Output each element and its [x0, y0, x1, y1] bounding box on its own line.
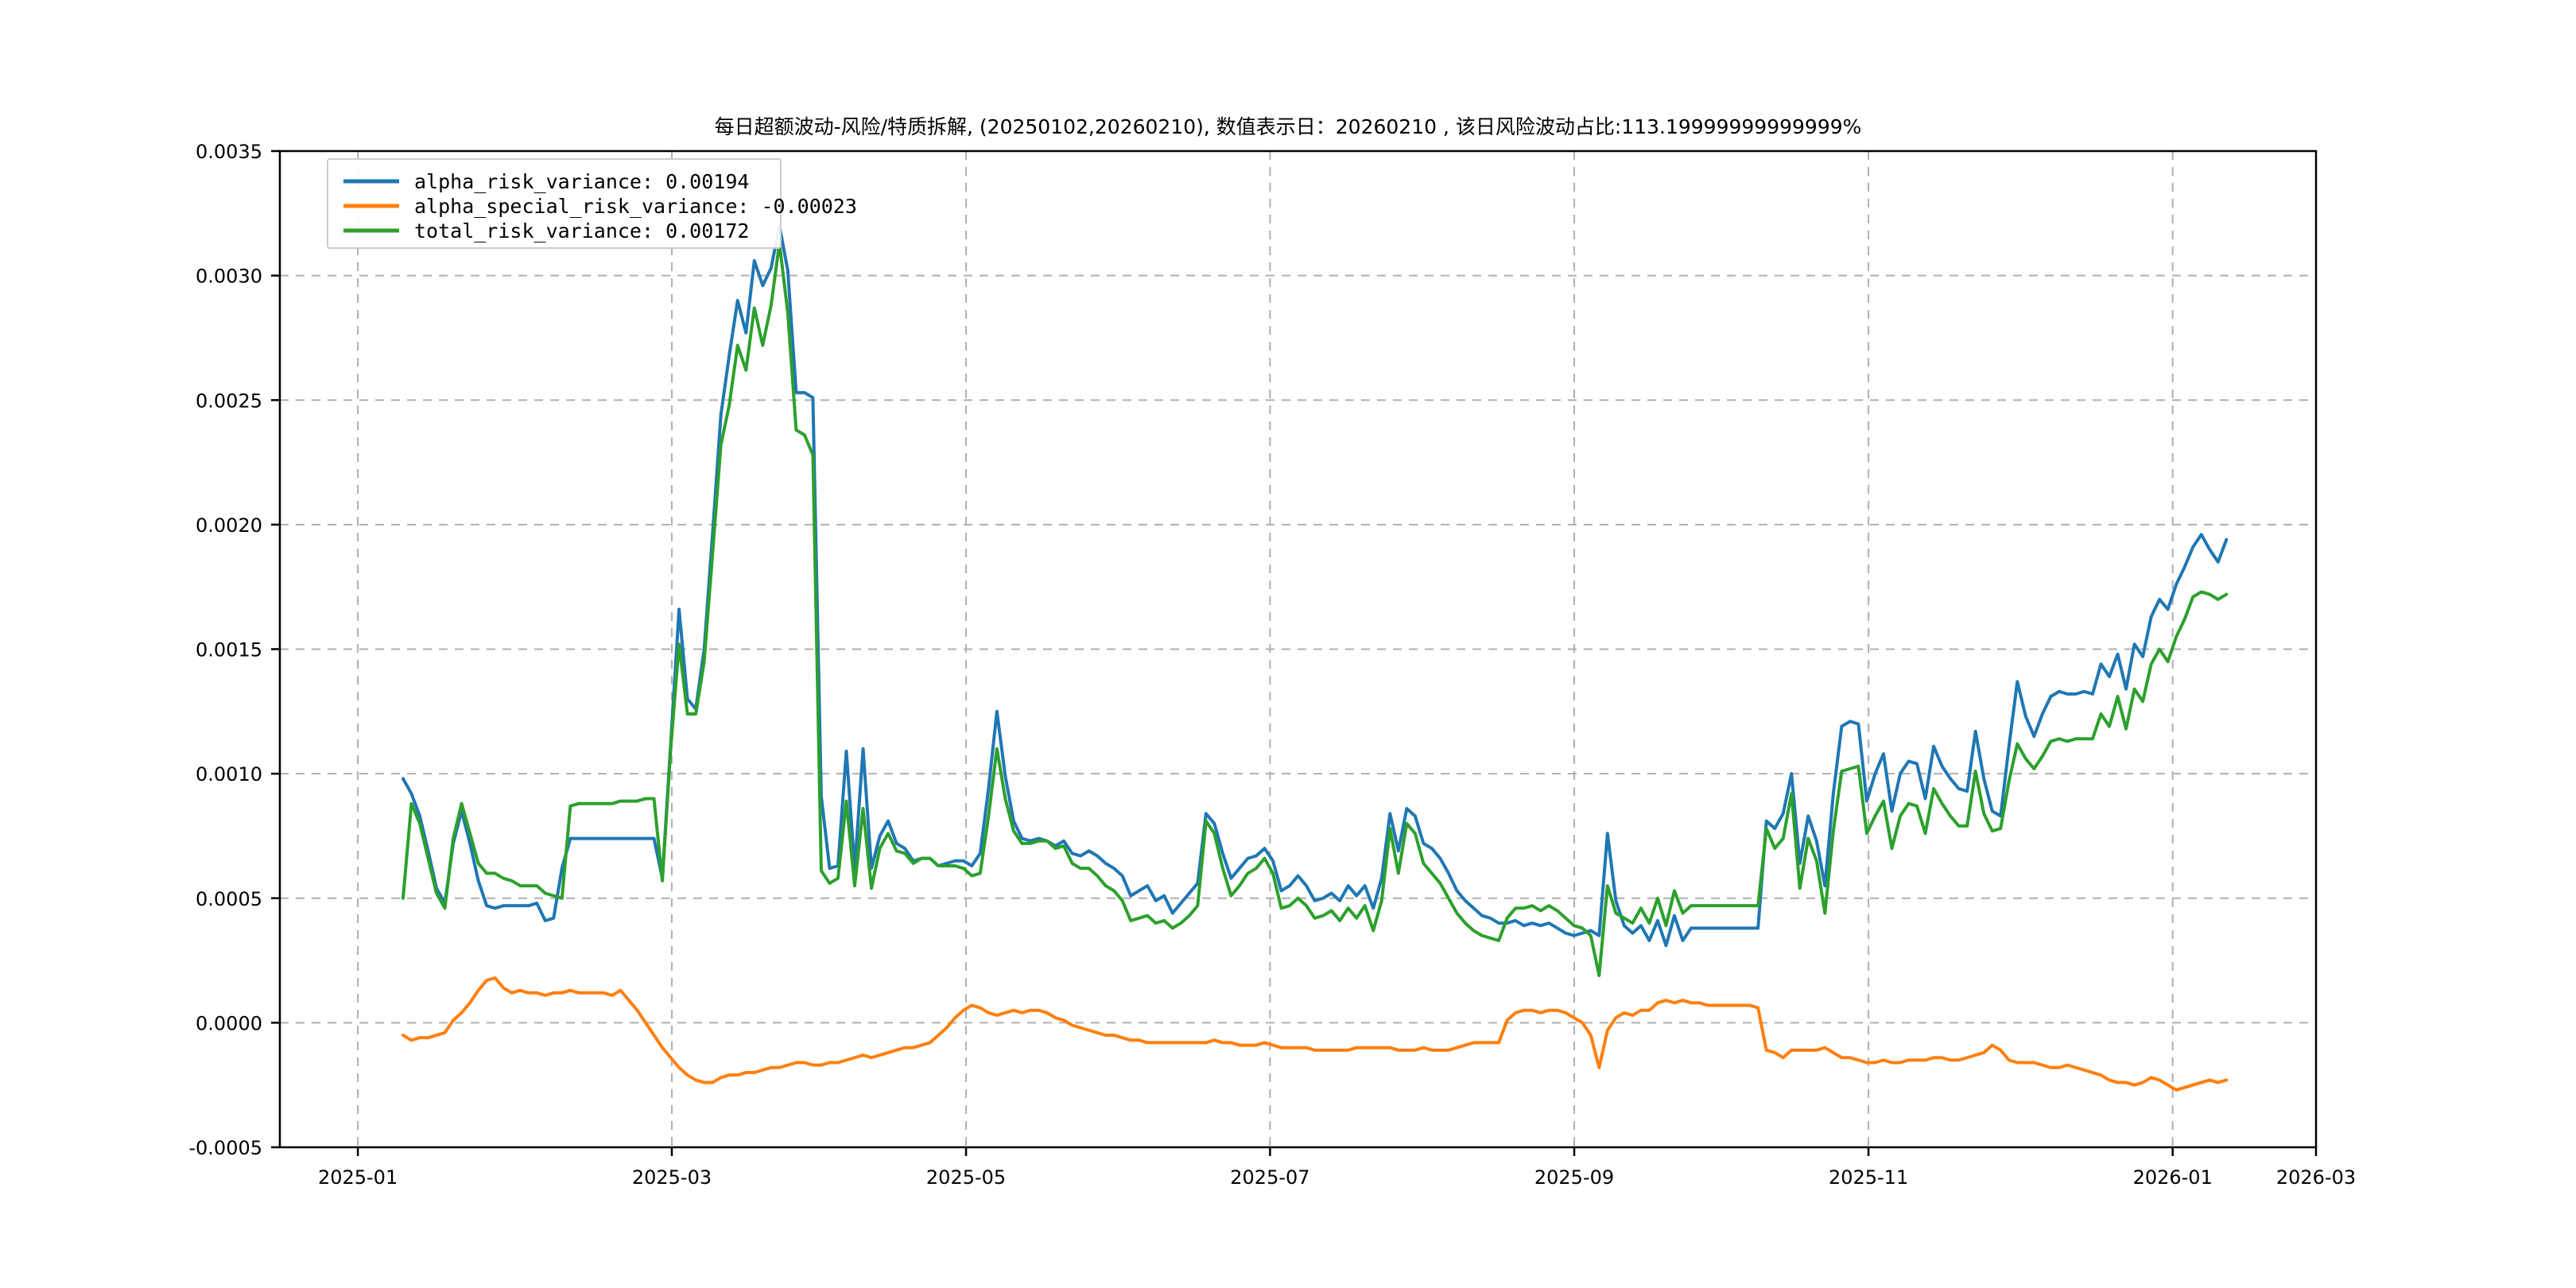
legend-entries: alpha_risk_variance: 0.00194alpha_specia…	[343, 170, 857, 242]
y-tick-label: 0.0030	[196, 266, 262, 288]
x-tick-label: 2025-03	[632, 1166, 712, 1189]
y-tick-label: -0.0005	[188, 1137, 262, 1159]
data-series-group	[401, 223, 2229, 1092]
series-line-total-risk-variance	[401, 241, 2229, 977]
y-tick-labels: -0.0005 0.0000 0.0005 0.0010 0.0015 0.0020 0.0…	[188, 141, 262, 1159]
y-tick-label: 0.0020	[196, 514, 262, 537]
legend-label-alpha-risk-variance: alpha_risk_variance: 0.00194	[414, 170, 749, 193]
y-tick-label: 0.0000	[196, 1012, 262, 1034]
x-tick-labels: 2025-01 2025-03 2025-05 2025-07 2025-09 2025-…	[318, 1166, 2356, 1189]
series-line-alpha-special-risk-variance	[401, 976, 2229, 1092]
x-tick-label: 2025-01	[318, 1166, 398, 1189]
x-tick-label: 2026-03	[2276, 1166, 2356, 1189]
y-tick-marks	[271, 149, 280, 1149]
x-tick-label: 2026-01	[2133, 1166, 2213, 1189]
y-tick-label: 0.0005	[196, 888, 262, 910]
chart-legend[interactable]: alpha_risk_variance: 0.00194alpha_specia…	[327, 158, 857, 249]
legend-label-total-risk-variance: total_risk_variance: 0.00172	[414, 219, 749, 242]
x-tick-label: 2025-09	[1534, 1166, 1614, 1189]
legend-frame	[327, 158, 782, 249]
legend-label-alpha-special-risk-variance: alpha_special_risk_variance: -0.00023	[414, 195, 857, 218]
y-tick-label: 0.0010	[196, 763, 262, 786]
y-tick-label: 0.0025	[196, 390, 262, 412]
x-tick-label: 2025-11	[1829, 1166, 1908, 1189]
x-gridlines	[357, 151, 2317, 1147]
x-tick-label: 2025-07	[1230, 1166, 1309, 1189]
y-tick-label: 0.0015	[196, 639, 262, 661]
y-tick-label: 0.0035	[196, 141, 262, 163]
page-title: 每日超额波动-风险/特质拆解, (20250102,20260210), 数值表…	[714, 115, 1862, 138]
x-tick-label: 2025-05	[926, 1166, 1006, 1189]
x-tick-marks	[356, 1147, 2318, 1156]
